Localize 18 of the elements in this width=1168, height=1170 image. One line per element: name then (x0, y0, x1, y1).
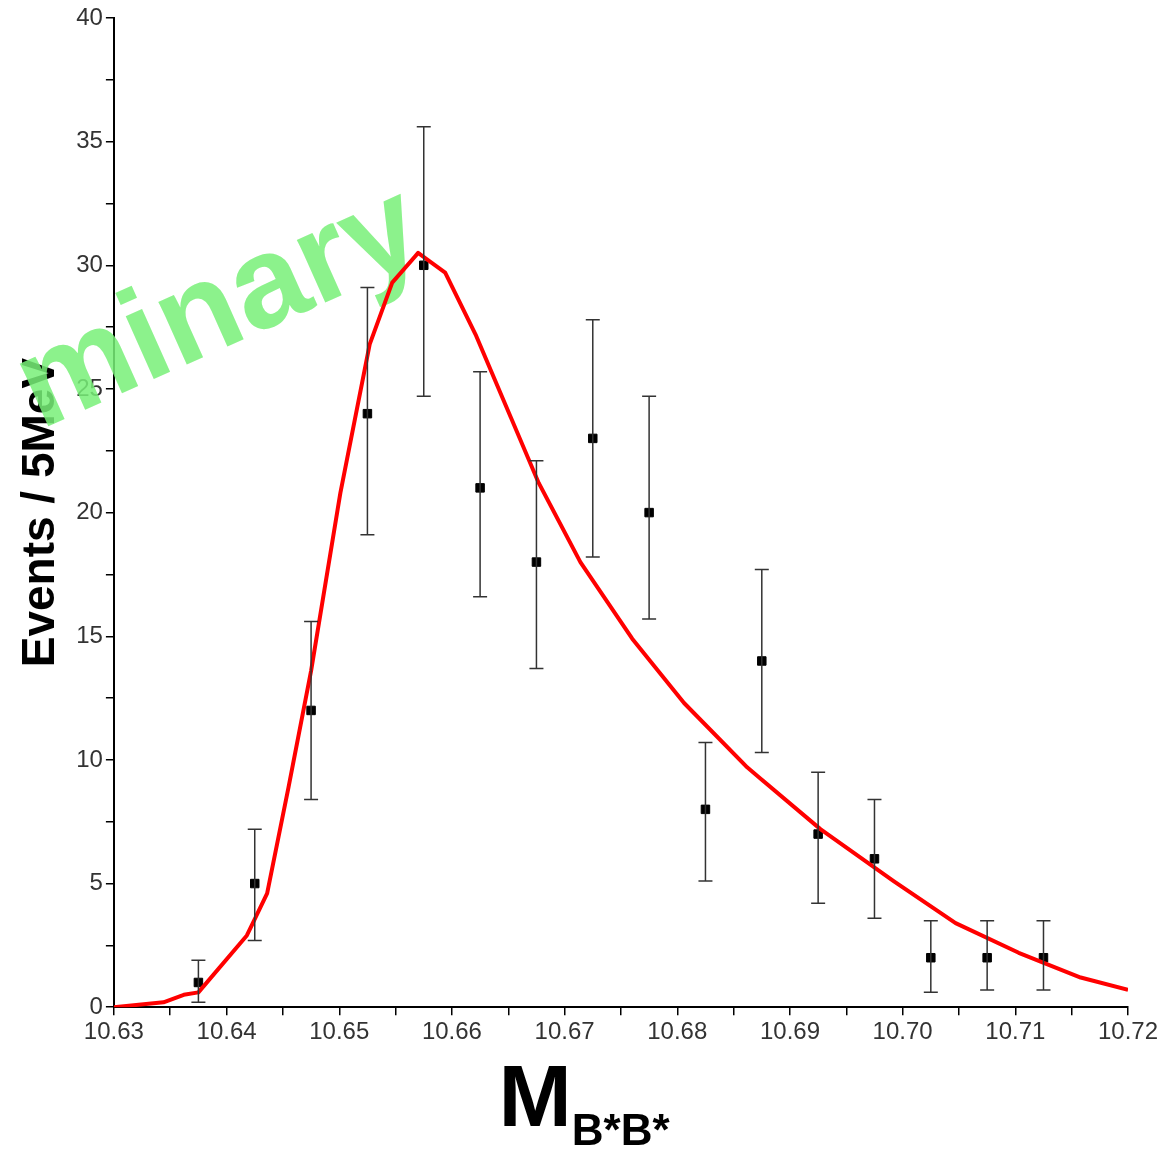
y-tick-label: 0 (89, 991, 103, 1019)
x-tick-label: 10.64 (196, 1017, 257, 1045)
x-tick-label: 10.65 (309, 1017, 370, 1045)
x-tick-label: 10.67 (534, 1017, 595, 1045)
x-tick-label: 10.72 (1097, 1017, 1159, 1045)
x-axis-title: M$_{B*B*}$ (497, 1046, 671, 1154)
y-tick-label: 10 (76, 744, 103, 772)
x-tick-label: 10.70 (872, 1017, 933, 1045)
x-tick-label: 10.68 (647, 1017, 708, 1045)
y-tick-label: 40 (76, 2, 103, 30)
y-tick-label: 35 (76, 126, 103, 154)
y-tick-label: 15 (76, 620, 103, 648)
y-tick-label: 20 (76, 497, 103, 525)
x-tick-label: 10.69 (759, 1017, 820, 1045)
x-tick-label: 10.63 (83, 1017, 144, 1045)
x-tick-label: 10.71 (985, 1017, 1046, 1045)
x-tick-label: 10.66 (421, 1017, 482, 1045)
y-tick-label: 5 (89, 868, 103, 896)
